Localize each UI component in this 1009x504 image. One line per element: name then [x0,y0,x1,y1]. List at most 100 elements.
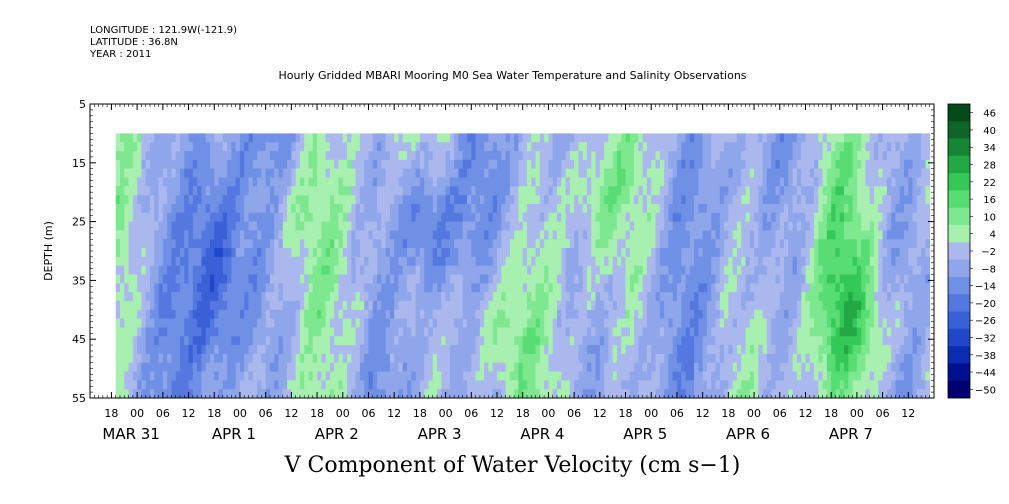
heatmap-cell [591,151,596,161]
heatmap-cell [672,221,678,231]
heatmap-cell [467,327,472,337]
heatmap-cell [364,195,369,205]
heatmap-cell [274,133,279,143]
heatmap-cell [672,380,678,390]
heatmap-cell [359,336,365,346]
heatmap-cell [736,300,742,311]
heatmap-cell [424,248,429,258]
heatmap-cell [359,380,365,390]
heatmap-cell [604,362,609,372]
heatmap-cell [239,142,245,152]
heatmap-cell [818,221,823,231]
heatmap-cell [308,362,314,372]
heatmap-cell [162,380,168,390]
heatmap-cell [736,265,742,275]
heatmap-cell [265,274,271,284]
heatmap-cell [479,292,485,302]
heatmap-cell [621,353,626,364]
heatmap-cell [428,380,434,390]
heatmap-cell [668,168,674,178]
heatmap-cell [197,345,202,355]
heatmap-cell [539,371,545,381]
heatmap-cell [724,309,729,320]
heatmap-cell [317,327,322,337]
heatmap-cell [505,239,511,249]
heatmap-cell [586,345,592,355]
heatmap-cell [347,239,352,249]
heatmap-cell [342,345,348,355]
heatmap-cell [586,177,592,187]
heatmap-cell [119,133,125,143]
heatmap-cell [231,327,237,337]
heatmap-cell [552,292,558,302]
heatmap-cell [574,327,579,337]
heatmap-cell [257,309,262,320]
heatmap-cell [552,265,558,275]
heatmap-cell [556,389,562,399]
heatmap-cell [796,380,802,390]
heatmap-cell [826,177,832,187]
heatmap-cell [805,371,811,381]
heatmap-cell [308,336,314,346]
heatmap-cell [437,327,442,337]
heatmap-cell [488,168,494,178]
heatmap-cell [544,168,549,178]
heatmap-cell [449,203,455,214]
heatmap-cell [154,142,159,152]
heatmap-cell [209,265,215,275]
heatmap-cell [676,203,682,214]
heatmap-cell [347,142,352,152]
heatmap-cell [771,265,776,275]
heatmap-cell [779,239,785,249]
heatmap-cell [299,212,305,222]
heatmap-cell [325,353,331,364]
heatmap-cell [514,318,519,328]
heatmap-cell [805,221,811,231]
heatmap-cell [814,159,819,170]
heatmap-cell [826,248,832,258]
heatmap-cell [822,133,828,143]
heatmap-cell [231,248,237,258]
heatmap-cell [509,309,515,320]
heatmap-cell [492,318,498,328]
heatmap-cell [278,203,284,214]
heatmap-cell [784,177,789,187]
heatmap-cell [197,221,202,231]
heatmap-cell [608,274,614,284]
heatmap-cell [364,168,369,178]
heatmap-cell [364,239,369,249]
heatmap-cell [621,168,626,178]
heatmap-cell [325,221,331,231]
heatmap-cell [625,300,631,311]
heatmap-cell [347,221,352,231]
heatmap-cell [261,203,267,214]
heatmap-cell [484,309,489,320]
heatmap-cell [715,265,721,275]
heatmap-cell [775,362,781,372]
heatmap-cell [514,256,519,267]
heatmap-cell [488,371,494,381]
heatmap-cell [235,380,241,390]
heatmap-cell [655,256,661,267]
heatmap-cell [479,133,485,143]
heatmap-cell [591,371,596,381]
heatmap-cell [715,212,721,222]
heatmap-cell [295,265,301,275]
heatmap-cell [796,159,802,170]
heatmap-cell [822,248,828,258]
heatmap-cell [728,318,734,328]
heatmap-cell [432,151,438,161]
heatmap-cell [149,283,155,293]
heatmap-cell [801,318,806,328]
heatmap-cell [484,265,489,275]
heatmap-chart: 18 00 06 12 18 00 06 12 18 00 06 12 18 00 06 12 18 00 06 12… [42,98,996,443]
heatmap-cell [218,151,224,161]
heatmap-cell [758,353,764,364]
heatmap-cell [278,327,284,337]
heatmap-cell [359,353,365,364]
heatmap-cell [145,300,151,311]
heatmap-cell [646,133,652,143]
heatmap-cell [685,142,691,152]
heatmap-cell [655,159,661,170]
heatmap-cell [265,186,271,196]
